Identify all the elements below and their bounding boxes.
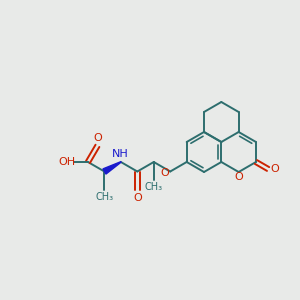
Text: NH: NH	[112, 149, 128, 159]
Text: O: O	[161, 167, 170, 178]
Text: OH: OH	[58, 157, 75, 167]
Text: O: O	[271, 164, 280, 174]
Polygon shape	[103, 162, 121, 174]
Text: CH₃: CH₃	[145, 182, 163, 192]
Text: O: O	[234, 172, 243, 182]
Text: O: O	[93, 133, 102, 143]
Text: CH₃: CH₃	[95, 192, 113, 202]
Text: O: O	[133, 193, 142, 203]
